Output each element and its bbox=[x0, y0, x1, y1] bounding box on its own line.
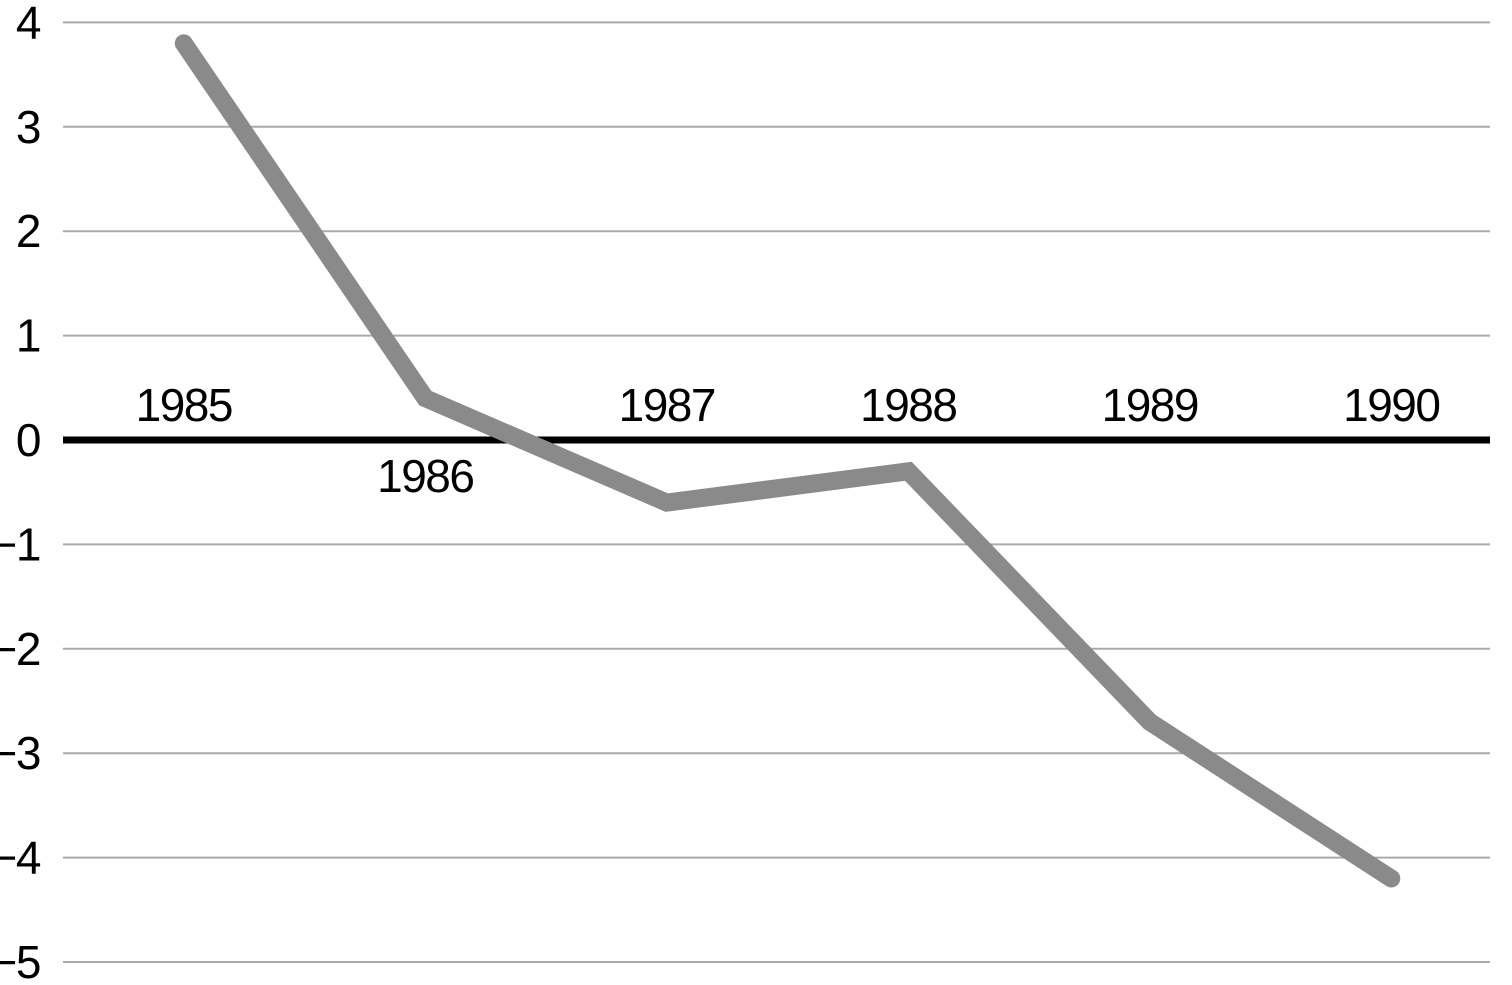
x-axis-year-labels: 1985 1986 1987 1988 1989 1990 bbox=[136, 379, 1441, 502]
data-series bbox=[174, 34, 1401, 888]
y-tick-label-4: 4 bbox=[16, 0, 41, 48]
y-tick-label--3: −3 bbox=[0, 727, 40, 779]
x-tick-label-1986: 1986 bbox=[377, 450, 473, 502]
y-tick-label-1: 1 bbox=[16, 310, 40, 362]
y-tick-label-2: 2 bbox=[16, 205, 40, 257]
y-tick-label--2: −2 bbox=[0, 623, 40, 675]
y-tick-label-0: 0 bbox=[16, 414, 40, 466]
x-tick-label-1987: 1987 bbox=[619, 379, 715, 431]
x-tick-label-1989: 1989 bbox=[1102, 379, 1198, 431]
y-tick-label--5: −5 bbox=[0, 936, 40, 985]
series-line bbox=[174, 34, 1401, 888]
y-axis-tick-labels: 4 3 2 1 0 −1 −2 −3 −4 −5 bbox=[0, 0, 42, 985]
x-tick-label-1988: 1988 bbox=[860, 379, 956, 431]
y-tick-label-3: 3 bbox=[16, 101, 40, 153]
y-tick-label--1: −1 bbox=[0, 518, 40, 570]
y-tick-label--4: −4 bbox=[0, 832, 41, 884]
x-tick-label-1985: 1985 bbox=[136, 379, 232, 431]
x-tick-label-1990: 1990 bbox=[1343, 379, 1439, 431]
